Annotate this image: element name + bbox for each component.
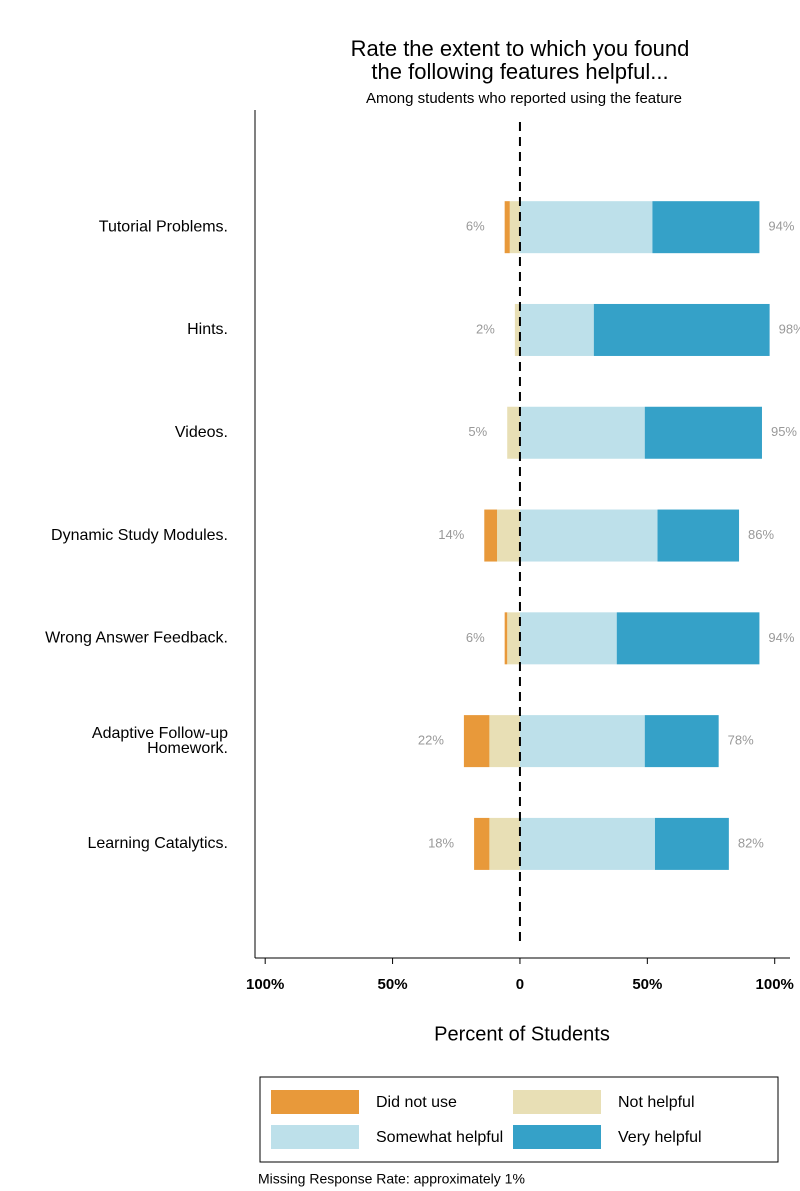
left-label: 14%: [438, 527, 464, 542]
bar-segment: [657, 509, 740, 562]
x-tick-label: 100%: [246, 976, 284, 993]
bar-segment: [652, 201, 760, 254]
bar-segment: [519, 201, 653, 254]
category-label: Adaptive Follow-up: [92, 725, 228, 742]
category-label: Homework.: [147, 740, 228, 757]
bar-segment: [644, 715, 719, 768]
left-label: 6%: [466, 219, 485, 234]
right-label: 94%: [768, 630, 794, 645]
x-tick-label: 0: [516, 976, 524, 993]
bar-segment: [519, 303, 594, 356]
x-tick-label: 50%: [378, 976, 408, 993]
chart-title: the following features helpful...: [371, 59, 668, 84]
note: Missing Response Rate: approximately 1%: [258, 1171, 525, 1187]
legend-swatch: [513, 1125, 601, 1149]
bar-segment: [504, 612, 508, 665]
left-label: 2%: [476, 321, 495, 336]
chart-title: Rate the extent to which you found: [351, 36, 690, 61]
x-tick-label: 100%: [756, 976, 794, 993]
bar-segment: [593, 303, 770, 356]
legend-label: Somewhat helpful: [376, 1129, 503, 1146]
bar-segment: [463, 715, 490, 768]
right-label: 98%: [779, 321, 800, 336]
bar-segment: [519, 715, 645, 768]
bar-segment: [497, 509, 520, 562]
right-label: 94%: [768, 219, 794, 234]
left-label: 18%: [428, 835, 454, 850]
bar-segment: [504, 201, 510, 254]
left-label: 5%: [468, 424, 487, 439]
x-axis-title: Percent of Students: [434, 1023, 610, 1045]
legend-swatch: [271, 1090, 359, 1114]
category-label: Tutorial Problems.: [99, 218, 228, 235]
bar-segment: [519, 509, 658, 562]
bar-segment: [507, 406, 520, 459]
bar-segment: [616, 612, 760, 665]
right-label: 78%: [728, 733, 754, 748]
bar-segment: [644, 406, 762, 459]
legend-swatch: [513, 1090, 601, 1114]
bar-segment: [507, 612, 520, 665]
category-label: Hints.: [187, 321, 228, 338]
bar-segment: [654, 817, 729, 870]
bar-segment: [489, 715, 520, 768]
legend-label: Not helpful: [618, 1094, 695, 1111]
right-label: 82%: [738, 835, 764, 850]
bar-segment: [514, 303, 520, 356]
bar-segment: [519, 406, 645, 459]
bar-segment: [489, 817, 520, 870]
legend-label: Very helpful: [618, 1129, 702, 1146]
left-label: 22%: [418, 733, 444, 748]
category-label: Wrong Answer Feedback.: [45, 630, 228, 647]
legend-swatch: [271, 1125, 359, 1149]
bar-segment: [509, 201, 520, 254]
bar-segment: [474, 817, 490, 870]
legend-box: [259, 1076, 779, 1163]
bar-segment: [519, 817, 655, 870]
bar-segment: [519, 612, 617, 665]
right-label: 95%: [771, 424, 797, 439]
x-tick-label: 50%: [632, 976, 662, 993]
chart-subtitle: Among students who reported using the fe…: [366, 90, 682, 107]
right-label: 86%: [748, 527, 774, 542]
bar-segment: [484, 509, 498, 562]
category-label: Dynamic Study Modules.: [51, 527, 228, 544]
category-label: Learning Catalytics.: [87, 835, 228, 852]
left-label: 6%: [466, 630, 485, 645]
category-label: Videos.: [175, 424, 228, 441]
legend-label: Did not use: [376, 1094, 457, 1111]
